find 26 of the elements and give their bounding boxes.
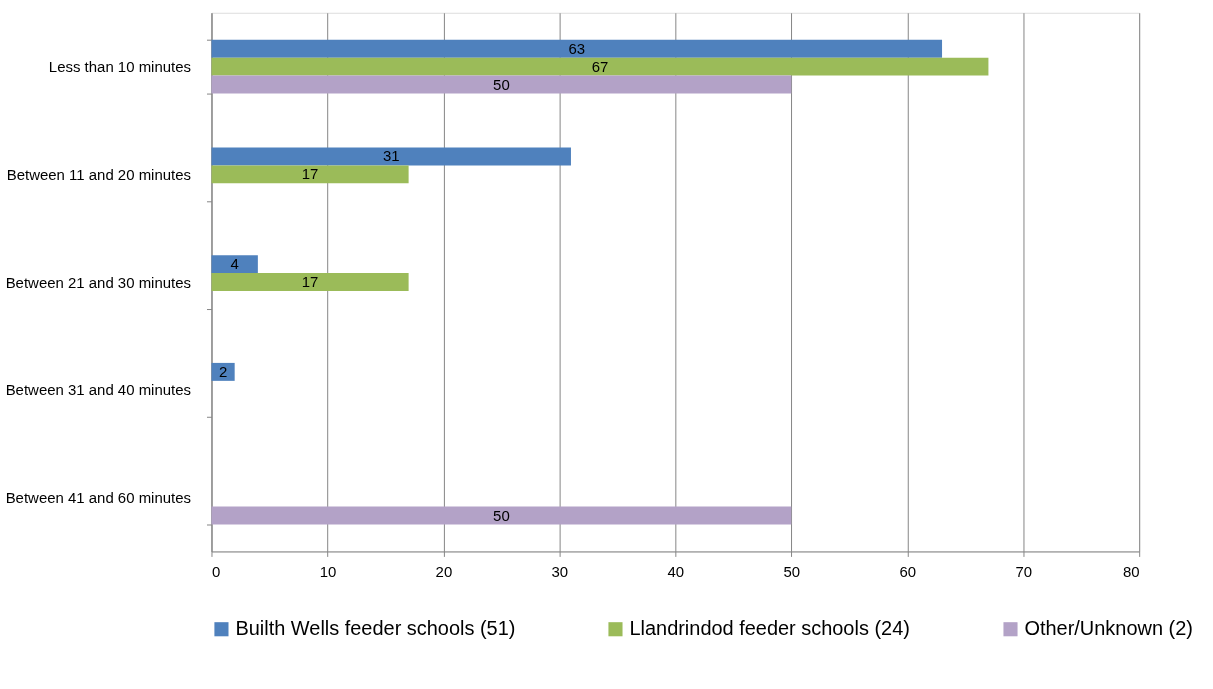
y-tick-label: Less than 10 minutes [48, 58, 192, 76]
x-tick-label: 20 [435, 562, 453, 580]
y-tick-label: Between 21 and 30 minutes [5, 273, 192, 291]
x-tick-label: 0 [211, 562, 221, 580]
data-label: 4 [230, 255, 239, 273]
x-tick-label: 60 [899, 562, 917, 580]
x-tick-label: 80 [1123, 562, 1140, 580]
x-tick-label: 10 [319, 562, 337, 580]
x-tick-label: 30 [551, 562, 569, 580]
x-tick-label: 50 [783, 562, 801, 580]
legend-label: Other/Unknown (2) [1024, 617, 1193, 640]
data-label: 67 [591, 57, 609, 75]
data-label: 17 [301, 165, 319, 183]
legend-label: Llandrindod feeder schools (24) [629, 617, 910, 640]
y-tick-label: Between 31 and 40 minutes [5, 381, 192, 399]
x-tick-label: 40 [667, 562, 685, 580]
data-label: 17 [301, 273, 319, 291]
data-label: 50 [493, 506, 510, 524]
legend-label: Builth Wells feeder schools (51) [235, 617, 516, 640]
data-label: 2 [218, 362, 228, 380]
y-tick-label: Between 41 and 60 minutes [5, 489, 192, 507]
data-label: 50 [493, 75, 510, 93]
x-tick-label: 70 [1015, 562, 1033, 580]
data-label: 63 [568, 39, 586, 57]
data-label: 31 [382, 147, 400, 165]
y-tick-label: Between 11 and 20 minutes [6, 165, 192, 183]
